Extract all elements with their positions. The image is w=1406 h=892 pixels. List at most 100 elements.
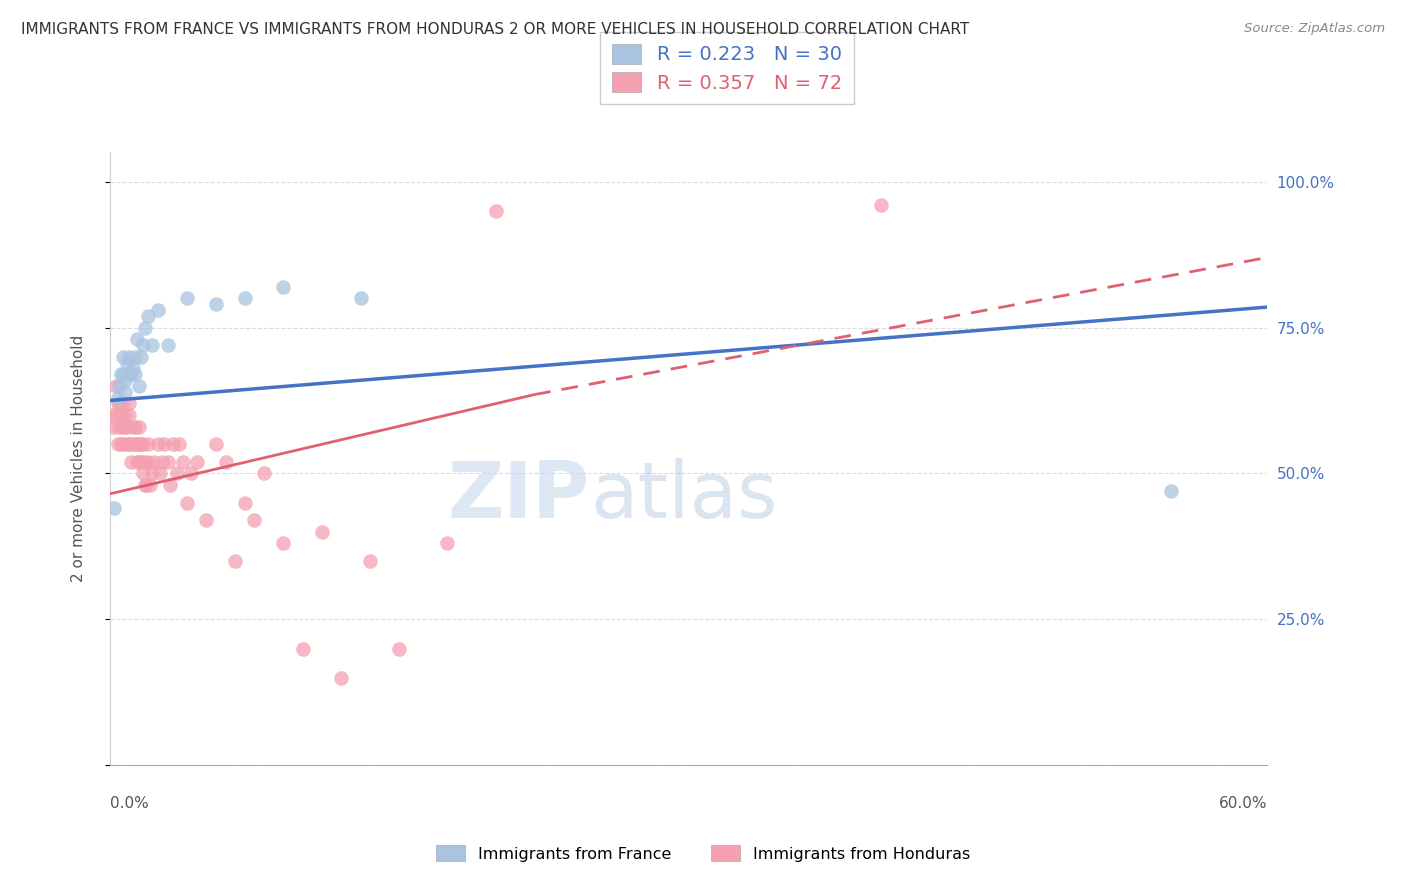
- Point: [870, 198, 893, 212]
- Text: 0.0%: 0.0%: [110, 796, 149, 811]
- Point: [124, 350, 146, 364]
- Point: [233, 495, 256, 509]
- Point: [108, 419, 131, 434]
- Point: [124, 419, 146, 434]
- Point: [162, 437, 184, 451]
- Point: [115, 419, 138, 434]
- Point: [101, 408, 124, 422]
- Point: [103, 501, 125, 516]
- Point: [118, 437, 141, 451]
- Legend: Immigrants from France, Immigrants from Honduras: Immigrants from France, Immigrants from …: [430, 838, 976, 868]
- Point: [122, 419, 145, 434]
- Point: [273, 536, 295, 550]
- Point: [141, 467, 163, 481]
- Point: [146, 437, 169, 451]
- Point: [253, 467, 276, 481]
- Point: [128, 419, 150, 434]
- Point: [156, 338, 179, 352]
- Point: [115, 355, 138, 369]
- Point: [359, 554, 381, 568]
- Point: [104, 379, 127, 393]
- Point: [118, 396, 141, 410]
- Point: [146, 303, 169, 318]
- Point: [125, 332, 148, 346]
- Point: [131, 338, 153, 352]
- Point: [128, 455, 150, 469]
- Point: [103, 419, 125, 434]
- Point: [349, 291, 371, 305]
- Point: [388, 641, 411, 656]
- Point: [134, 320, 156, 334]
- Point: [214, 455, 236, 469]
- Point: [134, 455, 156, 469]
- Point: [129, 437, 152, 451]
- Point: [138, 437, 160, 451]
- Text: IMMIGRANTS FROM FRANCE VS IMMIGRANTS FROM HONDURAS 2 OR MORE VEHICLES IN HOUSEHO: IMMIGRANTS FROM FRANCE VS IMMIGRANTS FRO…: [21, 22, 969, 37]
- Point: [112, 350, 135, 364]
- Point: [224, 554, 246, 568]
- Point: [273, 279, 295, 293]
- Point: [120, 437, 142, 451]
- Point: [153, 437, 176, 451]
- Point: [166, 467, 188, 481]
- Point: [143, 455, 166, 469]
- Point: [311, 524, 333, 539]
- Point: [330, 671, 353, 685]
- Point: [484, 203, 506, 218]
- Point: [107, 396, 129, 410]
- Point: [107, 391, 129, 405]
- Point: [1160, 483, 1182, 498]
- Point: [104, 408, 127, 422]
- Point: [131, 437, 153, 451]
- Point: [205, 297, 228, 311]
- Legend: R = 0.223   N = 30, R = 0.357   N = 72: R = 0.223 N = 30, R = 0.357 N = 72: [600, 32, 853, 104]
- Point: [169, 437, 191, 451]
- Point: [172, 455, 194, 469]
- Point: [112, 368, 135, 382]
- Point: [122, 437, 145, 451]
- Point: [139, 478, 162, 492]
- Point: [112, 396, 135, 410]
- Point: [186, 455, 208, 469]
- Point: [114, 384, 136, 399]
- Text: atlas: atlas: [591, 458, 778, 533]
- Point: [131, 467, 153, 481]
- Point: [124, 368, 146, 382]
- Point: [180, 467, 202, 481]
- Point: [291, 641, 314, 656]
- Point: [118, 350, 141, 364]
- Point: [141, 338, 163, 352]
- Point: [112, 437, 135, 451]
- Point: [114, 419, 136, 434]
- Point: [150, 455, 173, 469]
- Point: [107, 437, 129, 451]
- Point: [149, 467, 172, 481]
- Point: [118, 368, 141, 382]
- Point: [233, 291, 256, 305]
- Point: [118, 408, 141, 422]
- Point: [108, 379, 131, 393]
- Point: [114, 408, 136, 422]
- Point: [124, 437, 146, 451]
- Point: [129, 350, 152, 364]
- Point: [110, 368, 132, 382]
- Point: [128, 437, 150, 451]
- Point: [138, 455, 160, 469]
- Point: [436, 536, 458, 550]
- Point: [120, 455, 142, 469]
- Point: [243, 513, 266, 527]
- Point: [129, 455, 152, 469]
- Point: [128, 379, 150, 393]
- Point: [112, 419, 135, 434]
- Point: [108, 396, 131, 410]
- Point: [115, 437, 138, 451]
- Y-axis label: 2 or more Vehicles in Household: 2 or more Vehicles in Household: [72, 335, 86, 582]
- Point: [110, 408, 132, 422]
- Point: [135, 478, 157, 492]
- Point: [114, 373, 136, 387]
- Point: [205, 437, 228, 451]
- Point: [176, 291, 198, 305]
- Text: ZIP: ZIP: [449, 458, 591, 533]
- Text: 60.0%: 60.0%: [1219, 796, 1267, 811]
- Point: [134, 478, 156, 492]
